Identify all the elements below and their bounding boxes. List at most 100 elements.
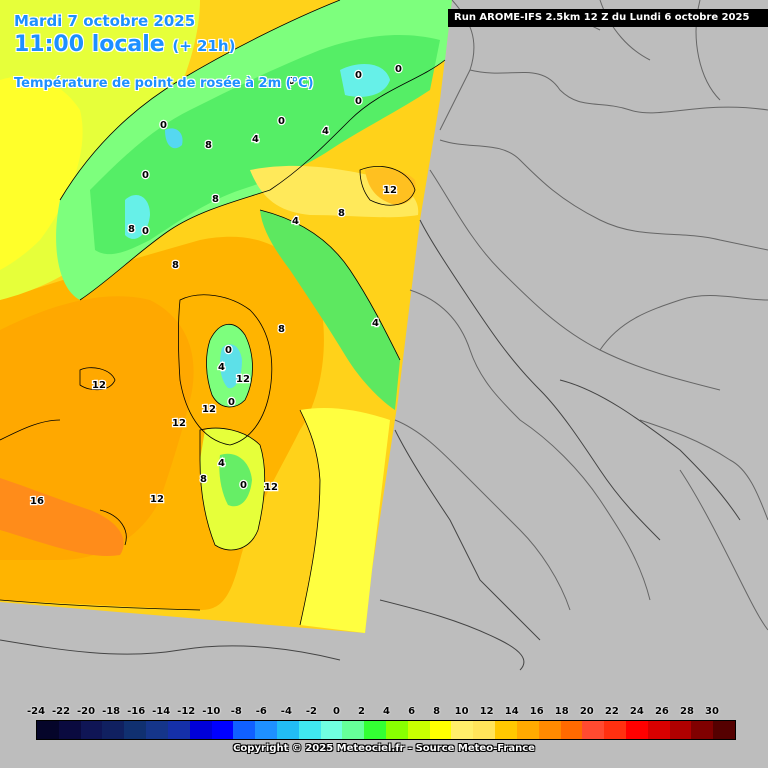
contour-label: 0	[142, 170, 149, 181]
color-swatch	[320, 721, 343, 739]
legend-tick-label: 12	[479, 706, 494, 717]
legend-tick-label: 24	[629, 706, 644, 717]
color-swatch	[211, 721, 234, 739]
color-swatch	[124, 721, 147, 739]
legend-tick-label: 20	[579, 706, 594, 717]
color-swatch	[276, 721, 299, 739]
color-swatch	[713, 721, 735, 739]
color-swatch	[407, 721, 430, 739]
color-swatch	[233, 721, 256, 739]
legend-tick-label: -2	[305, 706, 317, 717]
color-swatch	[102, 721, 125, 739]
contour-label: 0	[160, 120, 167, 131]
yellow-zone-2	[0, 76, 83, 270]
contour-label-group: 0 0 0 0 0 0 0 0 0 0 0 8 8 8 8 8 8 8 4 4 …	[29, 63, 404, 509]
contour-label: 8	[278, 324, 285, 335]
contour-label: 8	[172, 260, 179, 271]
contour-label: 12	[264, 482, 278, 493]
color-swatch	[473, 721, 496, 739]
forecast-time-main: 11:00 locale	[14, 32, 165, 57]
color-swatch	[495, 721, 517, 739]
legend-tick-label: -6	[255, 706, 267, 717]
color-swatch	[189, 721, 212, 739]
legend-tick-label: 28	[679, 706, 694, 717]
contour-label: 0	[355, 96, 362, 107]
legend-tick-label: 30	[705, 706, 719, 717]
alps-cyan-1	[125, 195, 150, 239]
color-swatch	[582, 721, 605, 739]
alps-cyan-3	[165, 128, 183, 149]
legend-tick-label: -14	[152, 706, 171, 717]
contour-label: 0	[278, 116, 285, 127]
legend-tick-label: -20	[77, 706, 96, 717]
color-swatch	[167, 721, 190, 739]
contour-label: 4	[322, 126, 329, 137]
contour-label: 12	[150, 494, 164, 505]
legend-tick-label: -12	[177, 706, 196, 717]
coastlines	[0, 219, 741, 671]
contour-label: 12	[172, 418, 186, 429]
contour-label: 4	[218, 362, 225, 373]
contour-label: 0	[288, 76, 295, 87]
color-scale-bar	[36, 720, 736, 740]
color-swatch	[516, 721, 539, 739]
apennine-green-band	[260, 210, 400, 410]
legend-tick-label: -16	[127, 706, 146, 717]
color-swatch	[364, 721, 386, 739]
legend-tick-label: 8	[433, 706, 441, 717]
color-swatch	[604, 721, 626, 739]
contour-label: 4	[252, 134, 259, 145]
legend-tick-label: 2	[357, 706, 365, 717]
color-swatch	[298, 721, 321, 739]
color-swatch	[58, 721, 81, 739]
legend-ticks: -24 -22 -20 -18 -16 -14 -12 -10 -8 -6 -4 -2 0 2 4 6 8 10 1…	[0, 706, 768, 720]
contour-label: 0	[142, 226, 149, 237]
color-swatch	[386, 721, 408, 739]
legend-tick-label: 16	[529, 706, 544, 717]
run-info-bar: Run AROME-IFS 2.5km 12 Z du Lundi 6 octo…	[448, 9, 768, 27]
parameter-title: Température de point de rosée à 2m (°C)	[14, 76, 314, 91]
contour-label: 8	[128, 224, 135, 235]
color-swatch	[146, 721, 168, 739]
alps-cyan-2	[340, 64, 390, 97]
contour-label: 12	[383, 185, 397, 196]
contour-label: 0	[395, 64, 402, 75]
contour-label: 12	[92, 380, 106, 391]
legend-tick-label: 22	[604, 706, 619, 717]
legend-tick-label: -18	[102, 706, 121, 717]
country-borders	[394, 0, 768, 631]
legend-tick-label: -24	[26, 706, 46, 717]
contour-label: 4	[372, 318, 379, 329]
forecast-date: Mardi 7 octobre 2025	[14, 12, 196, 30]
legend-tick-label: 4	[383, 706, 390, 717]
color-swatch	[538, 721, 561, 739]
color-swatch	[451, 721, 474, 739]
color-swatch	[255, 721, 277, 739]
contour-label: 8	[200, 474, 207, 485]
legend-tick-label: -10	[202, 706, 221, 717]
contour-label: 0	[240, 480, 247, 491]
corsica-cyan	[220, 344, 242, 389]
contour-label: 4	[292, 216, 299, 227]
color-swatch	[669, 721, 692, 739]
legend-tick-label: 18	[554, 706, 569, 717]
color-swatch	[691, 721, 714, 739]
legend-tick-label: -4	[280, 706, 292, 717]
deep-orange-zone	[0, 478, 124, 556]
legend-tick-label: 14	[504, 706, 519, 717]
color-swatch	[560, 721, 583, 739]
color-swatch	[625, 721, 648, 739]
contour-label: 0	[355, 70, 362, 81]
orange-warm-zone-2	[0, 296, 194, 560]
legend-tick-label: 10	[454, 706, 469, 717]
forecast-offset: (+ 21h)	[172, 37, 236, 55]
color-swatch	[342, 721, 365, 739]
contour-label: 12	[202, 404, 216, 415]
contour-label: 8	[205, 140, 212, 151]
contour-label: 12	[236, 374, 250, 385]
contour-lines	[0, 0, 446, 626]
copyright-text: Copyright © 2025 Meteociel.fr - Source M…	[233, 743, 535, 754]
contour-label: 0	[228, 397, 235, 408]
